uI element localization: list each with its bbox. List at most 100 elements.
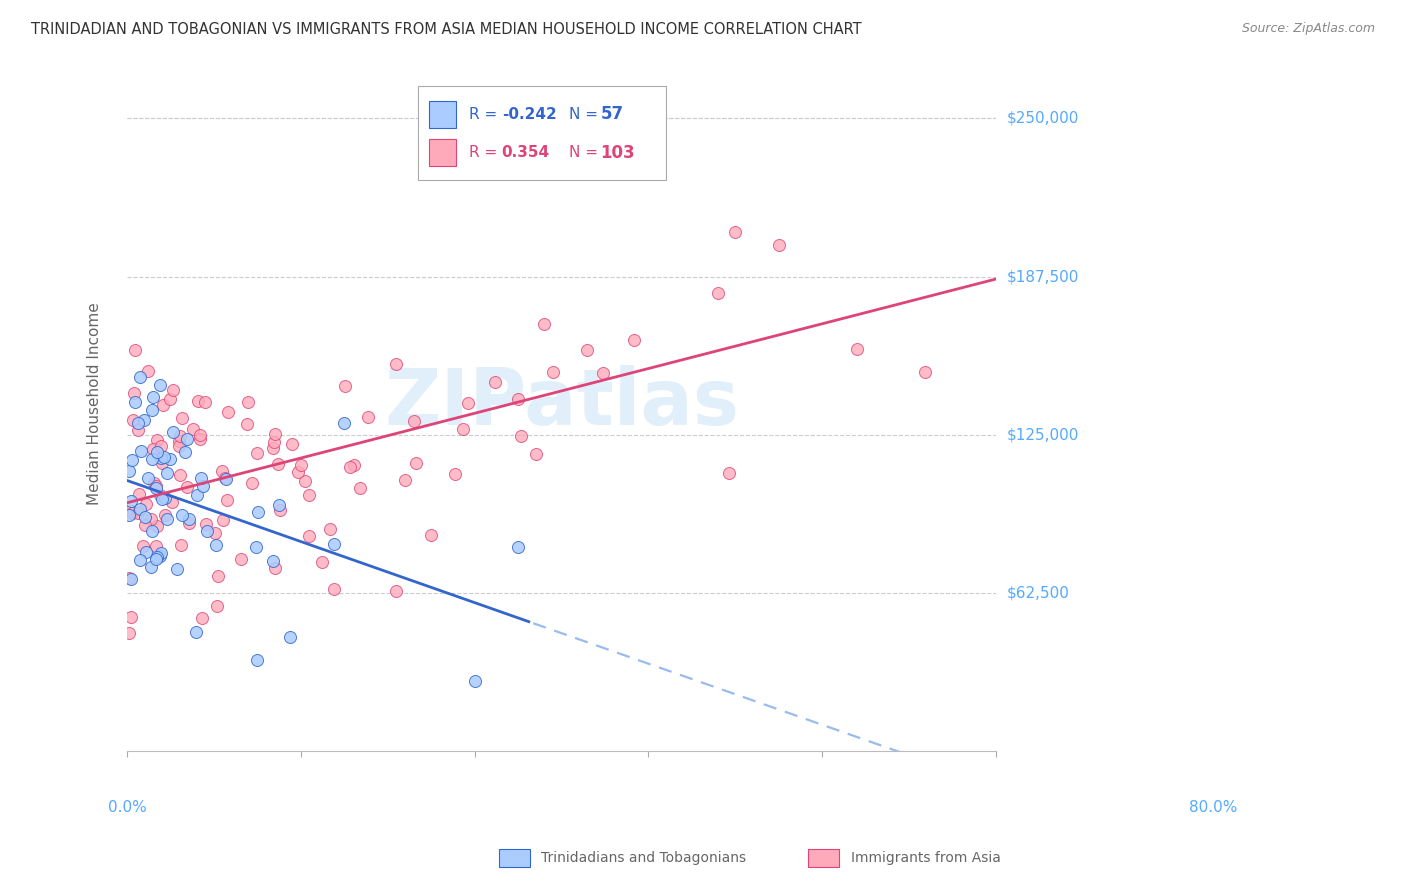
Point (121, 452, 143, 467)
Text: $125,000: $125,000 (1007, 427, 1080, 442)
Point (145, 479, 167, 493)
Point (156, 467, 179, 481)
Point (187, 394, 209, 409)
Point (139, 560, 162, 574)
Point (191, 478, 214, 492)
Point (134, 413, 156, 427)
Point (263, 435, 285, 450)
Point (172, 411, 194, 425)
Point (385, 583, 408, 598)
Point (181, 422, 204, 436)
Point (159, 392, 181, 407)
Point (150, 451, 173, 466)
Point (120, 572, 142, 586)
Point (592, 366, 614, 380)
Point (402, 414, 425, 428)
Text: Immigrants from Asia: Immigrants from Asia (851, 851, 1001, 865)
Point (405, 457, 427, 471)
Point (145, 539, 167, 553)
Point (269, 498, 291, 512)
Point (120, 610, 142, 624)
Point (141, 524, 163, 539)
Point (451, 422, 474, 436)
Point (156, 512, 179, 526)
Text: 80.0%: 80.0% (1189, 800, 1237, 815)
Point (141, 451, 163, 466)
Point (134, 510, 156, 524)
Point (333, 417, 356, 431)
Point (149, 378, 172, 392)
Point (707, 285, 730, 300)
Point (152, 491, 174, 506)
Point (136, 471, 159, 485)
Point (262, 441, 284, 455)
Point (484, 376, 506, 390)
FancyBboxPatch shape (429, 139, 457, 166)
Point (118, 464, 141, 478)
Point (186, 488, 208, 502)
Point (159, 451, 181, 466)
Point (333, 379, 356, 393)
Point (576, 343, 599, 357)
Point (124, 343, 146, 358)
Point (246, 505, 269, 519)
Point (139, 512, 162, 526)
Point (238, 395, 260, 409)
Point (240, 475, 263, 490)
Point (339, 460, 361, 475)
Point (127, 423, 149, 437)
Point (176, 480, 198, 494)
Point (134, 517, 156, 532)
Point (162, 425, 184, 440)
Point (186, 624, 208, 639)
Point (204, 538, 226, 552)
Point (287, 465, 309, 479)
Point (145, 551, 167, 566)
Point (152, 398, 174, 412)
Point (278, 630, 301, 644)
Point (236, 417, 259, 431)
Point (211, 464, 233, 478)
Point (246, 653, 269, 667)
Point (509, 429, 531, 443)
Point (129, 553, 152, 567)
Text: -0.242: -0.242 (502, 107, 557, 122)
Point (146, 445, 169, 459)
Point (150, 439, 173, 453)
Point (914, 364, 936, 378)
Point (394, 473, 416, 487)
Point (160, 494, 183, 508)
Text: Median Household Income: Median Household Income (87, 301, 101, 505)
Point (281, 436, 304, 450)
Text: $62,500: $62,500 (1007, 586, 1070, 600)
Point (190, 471, 212, 485)
Point (298, 488, 321, 502)
Point (142, 475, 165, 490)
Point (229, 552, 252, 566)
Point (162, 384, 184, 398)
Point (290, 458, 312, 472)
Point (443, 467, 465, 481)
Point (194, 394, 217, 409)
Point (717, 466, 740, 480)
Point (385, 357, 408, 371)
Point (204, 526, 226, 541)
Text: 57: 57 (600, 105, 624, 123)
Text: $187,500: $187,500 (1007, 269, 1080, 285)
Text: N =: N = (568, 107, 602, 122)
Text: $250,000: $250,000 (1007, 111, 1080, 126)
Point (142, 442, 165, 456)
Point (127, 506, 149, 520)
Point (169, 434, 191, 448)
Point (319, 522, 342, 536)
Point (174, 445, 197, 459)
Text: N =: N = (568, 145, 602, 161)
Point (724, 226, 747, 240)
Point (205, 599, 228, 613)
Point (131, 443, 153, 458)
Point (118, 571, 141, 585)
Point (188, 428, 211, 442)
Point (648, 99, 671, 113)
Text: TRINIDADIAN AND TOBAGONIAN VS IMMIGRANTS FROM ASIA MEDIAN HOUSEHOLD INCOME CORRE: TRINIDADIAN AND TOBAGONIAN VS IMMIGRANTS… (31, 22, 862, 37)
Point (136, 364, 159, 378)
